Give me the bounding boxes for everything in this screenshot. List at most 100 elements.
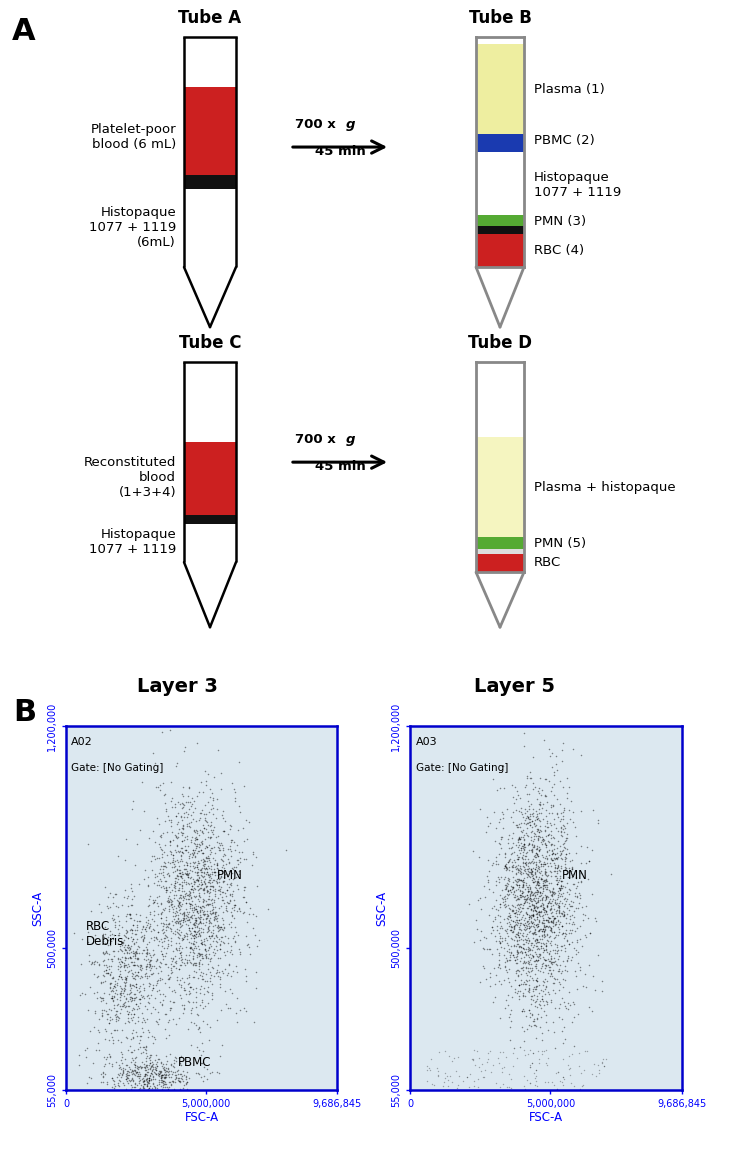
Point	[148, 847, 160, 866]
Point	[534, 883, 545, 902]
Point	[526, 917, 538, 935]
Point	[145, 948, 157, 966]
Point	[104, 974, 116, 993]
Point	[502, 906, 514, 925]
Point	[128, 915, 139, 934]
Point	[196, 947, 207, 965]
Point	[191, 822, 203, 841]
Point	[515, 913, 527, 932]
Point	[504, 948, 516, 966]
Point	[139, 1076, 150, 1094]
Point	[530, 917, 542, 935]
Point	[187, 948, 199, 966]
Point	[140, 1070, 152, 1088]
Point	[190, 888, 202, 906]
Point	[539, 817, 550, 836]
Point	[468, 1052, 479, 1070]
Point	[421, 1056, 433, 1075]
Point	[524, 807, 536, 826]
Point	[481, 929, 493, 948]
Point	[191, 988, 202, 1007]
Point	[501, 877, 512, 896]
Point	[125, 984, 136, 1002]
Point	[155, 864, 167, 882]
Point	[111, 897, 122, 915]
Point	[175, 1047, 187, 1065]
Point	[125, 960, 136, 979]
Point	[537, 913, 548, 932]
Point	[187, 935, 199, 954]
Point	[576, 936, 588, 955]
Point	[200, 858, 212, 876]
Point	[250, 849, 262, 867]
Point	[194, 954, 205, 972]
Point	[225, 875, 237, 894]
Point	[527, 912, 539, 930]
Point	[496, 802, 508, 821]
Point	[550, 942, 562, 960]
Point	[128, 1062, 139, 1080]
Point	[553, 884, 565, 903]
Point	[183, 867, 194, 886]
Point	[208, 929, 220, 948]
Point	[545, 993, 557, 1011]
Point	[192, 922, 204, 941]
Text: Gate: [No Gating]: Gate: [No Gating]	[416, 763, 508, 773]
Point	[531, 980, 542, 998]
Point	[244, 945, 256, 964]
Point	[193, 842, 205, 860]
Point	[176, 838, 188, 857]
Point	[537, 854, 548, 873]
Point	[114, 957, 126, 975]
Polygon shape	[476, 267, 524, 327]
Point	[479, 928, 490, 947]
Point	[531, 879, 542, 897]
Point	[517, 930, 529, 949]
Point	[163, 1045, 175, 1063]
Point	[545, 992, 557, 1010]
Point	[180, 915, 192, 934]
Point	[168, 1050, 180, 1069]
Point	[540, 887, 552, 905]
Point	[509, 903, 521, 921]
Point	[224, 816, 236, 835]
Point	[146, 1083, 158, 1101]
Point	[575, 929, 586, 948]
Point	[539, 925, 550, 943]
Point	[173, 940, 185, 958]
Point	[139, 1064, 150, 1083]
Point	[154, 952, 166, 971]
Point	[175, 945, 187, 964]
Point	[522, 850, 534, 868]
Point	[195, 930, 207, 949]
Point	[166, 811, 177, 829]
Point	[180, 890, 192, 909]
Point	[174, 1054, 185, 1072]
Point	[523, 932, 534, 950]
Point	[443, 1047, 455, 1065]
Point	[534, 994, 545, 1012]
Point	[513, 841, 525, 859]
Point	[147, 920, 159, 939]
Point	[129, 1061, 141, 1079]
Point	[127, 920, 139, 939]
Point	[526, 969, 538, 987]
Point	[538, 917, 550, 935]
Point	[111, 1022, 123, 1040]
Point	[158, 862, 169, 881]
Point	[539, 905, 550, 924]
Point	[196, 823, 208, 842]
Point	[182, 787, 194, 806]
Point	[125, 987, 137, 1005]
Point	[511, 782, 523, 800]
Point	[194, 955, 205, 973]
Point	[517, 869, 529, 888]
Point	[498, 1075, 509, 1093]
Point	[174, 1009, 185, 1027]
Point	[463, 1078, 475, 1097]
Point	[192, 1064, 204, 1083]
Point	[156, 995, 168, 1013]
Point	[517, 875, 528, 894]
Point	[199, 881, 210, 899]
Point	[533, 860, 545, 879]
